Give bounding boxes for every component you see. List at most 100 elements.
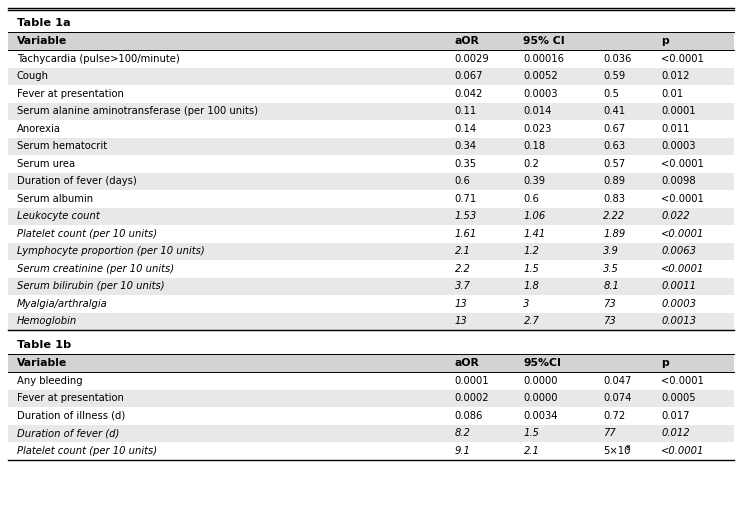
Bar <box>8 354 734 372</box>
Text: 3.5: 3.5 <box>603 264 619 274</box>
Text: <0.0001: <0.0001 <box>661 446 705 456</box>
Text: <0.0001: <0.0001 <box>661 229 705 239</box>
Text: Table 1a: Table 1a <box>17 18 70 28</box>
Bar <box>8 278 734 295</box>
Bar <box>8 260 734 278</box>
Text: 0.0034: 0.0034 <box>523 411 558 421</box>
Text: Serum albumin: Serum albumin <box>17 194 93 204</box>
Text: 0.0003: 0.0003 <box>661 141 696 151</box>
Text: 1.53: 1.53 <box>455 211 477 221</box>
Text: 13: 13 <box>455 316 467 326</box>
Text: 0.074: 0.074 <box>603 393 631 403</box>
Text: 0.00016: 0.00016 <box>523 54 565 64</box>
Text: 0.35: 0.35 <box>455 159 476 169</box>
Text: <0.0001: <0.0001 <box>661 159 704 169</box>
Text: <0.0001: <0.0001 <box>661 194 704 204</box>
Text: 2.1: 2.1 <box>455 246 470 256</box>
Text: 0.34: 0.34 <box>455 141 476 151</box>
Text: 0.2: 0.2 <box>523 159 539 169</box>
Text: Lymphocyte proportion (per 10 units): Lymphocyte proportion (per 10 units) <box>17 246 205 256</box>
Text: Hemoglobin: Hemoglobin <box>17 316 77 326</box>
Text: 0.63: 0.63 <box>603 141 626 151</box>
Text: 77: 77 <box>603 428 616 438</box>
Text: 0.67: 0.67 <box>603 124 626 134</box>
Text: 1.5: 1.5 <box>523 264 539 274</box>
Text: Variable: Variable <box>17 358 67 368</box>
Text: 13: 13 <box>455 299 467 309</box>
Text: 1.89: 1.89 <box>603 229 626 239</box>
Text: 0.6: 0.6 <box>455 176 470 186</box>
Text: 2.22: 2.22 <box>603 211 626 221</box>
Text: aOR: aOR <box>455 358 479 368</box>
Text: 0.0029: 0.0029 <box>455 54 489 64</box>
Text: 0.047: 0.047 <box>603 376 631 386</box>
Bar <box>8 424 734 442</box>
Text: <0.0001: <0.0001 <box>661 264 705 274</box>
Text: 0.0063: 0.0063 <box>661 246 697 256</box>
Text: 1.06: 1.06 <box>523 211 545 221</box>
Text: 0.57: 0.57 <box>603 159 626 169</box>
Bar <box>8 32 734 50</box>
Bar <box>8 313 734 330</box>
Text: Tachycardia (pulse>100/minute): Tachycardia (pulse>100/minute) <box>17 54 180 64</box>
Text: 73: 73 <box>603 316 616 326</box>
Bar <box>8 137 734 155</box>
Text: Any bleeding: Any bleeding <box>17 376 82 386</box>
Bar <box>8 173 734 190</box>
Text: Fever at presentation: Fever at presentation <box>17 393 124 403</box>
Text: 0.41: 0.41 <box>603 106 626 116</box>
Text: 0.72: 0.72 <box>603 411 626 421</box>
Text: <0.0001: <0.0001 <box>661 54 704 64</box>
Text: 0.0000: 0.0000 <box>523 376 558 386</box>
Text: Cough: Cough <box>17 71 49 81</box>
Text: 1.61: 1.61 <box>455 229 477 239</box>
Bar <box>8 190 734 207</box>
Bar <box>8 102 734 120</box>
Bar <box>8 242 734 260</box>
Text: Duration of fever (days): Duration of fever (days) <box>17 176 137 186</box>
Text: 0.0098: 0.0098 <box>661 176 696 186</box>
Text: 0.59: 0.59 <box>603 71 626 81</box>
Bar <box>8 295 734 313</box>
Text: 95%CI: 95%CI <box>523 358 562 368</box>
Text: 0.0011: 0.0011 <box>661 281 697 291</box>
Text: Serum urea: Serum urea <box>17 159 75 169</box>
Text: 0.0013: 0.0013 <box>661 316 697 326</box>
Text: 73: 73 <box>603 299 616 309</box>
Text: 0.18: 0.18 <box>523 141 545 151</box>
Text: 0.0052: 0.0052 <box>523 71 558 81</box>
Text: 0.11: 0.11 <box>455 106 477 116</box>
Text: 3.7: 3.7 <box>455 281 470 291</box>
Text: Fever at presentation: Fever at presentation <box>17 89 124 99</box>
Text: Variable: Variable <box>17 36 67 46</box>
Bar <box>8 50 734 68</box>
Text: 0.01: 0.01 <box>661 89 683 99</box>
Text: 3.9: 3.9 <box>603 246 619 256</box>
Text: 0.83: 0.83 <box>603 194 626 204</box>
Text: 0.017: 0.017 <box>661 411 690 421</box>
Bar <box>8 225 734 242</box>
Text: Serum alanine aminotransferase (per 100 units): Serum alanine aminotransferase (per 100 … <box>17 106 257 116</box>
Text: 0.042: 0.042 <box>455 89 483 99</box>
Text: Table 1b: Table 1b <box>17 340 71 350</box>
Text: 0.086: 0.086 <box>455 411 483 421</box>
Bar <box>8 372 734 389</box>
Text: p: p <box>661 36 669 46</box>
Text: Serum hematocrit: Serum hematocrit <box>17 141 107 151</box>
Text: 0.0002: 0.0002 <box>455 393 489 403</box>
Text: 2.7: 2.7 <box>523 316 539 326</box>
Bar <box>8 442 734 460</box>
Text: aOR: aOR <box>455 36 479 46</box>
Text: 1.8: 1.8 <box>523 281 539 291</box>
Text: Anorexia: Anorexia <box>17 124 61 134</box>
Text: 3: 3 <box>523 299 530 309</box>
Bar <box>8 85 734 102</box>
Text: 0.014: 0.014 <box>523 106 552 116</box>
Text: 0.036: 0.036 <box>603 54 631 64</box>
Text: 0.0003: 0.0003 <box>661 299 697 309</box>
Text: 95% CI: 95% CI <box>523 36 565 46</box>
Text: 0.6: 0.6 <box>523 194 539 204</box>
Bar <box>8 207 734 225</box>
Text: <0.0001: <0.0001 <box>661 376 704 386</box>
Text: 0.011: 0.011 <box>661 124 690 134</box>
